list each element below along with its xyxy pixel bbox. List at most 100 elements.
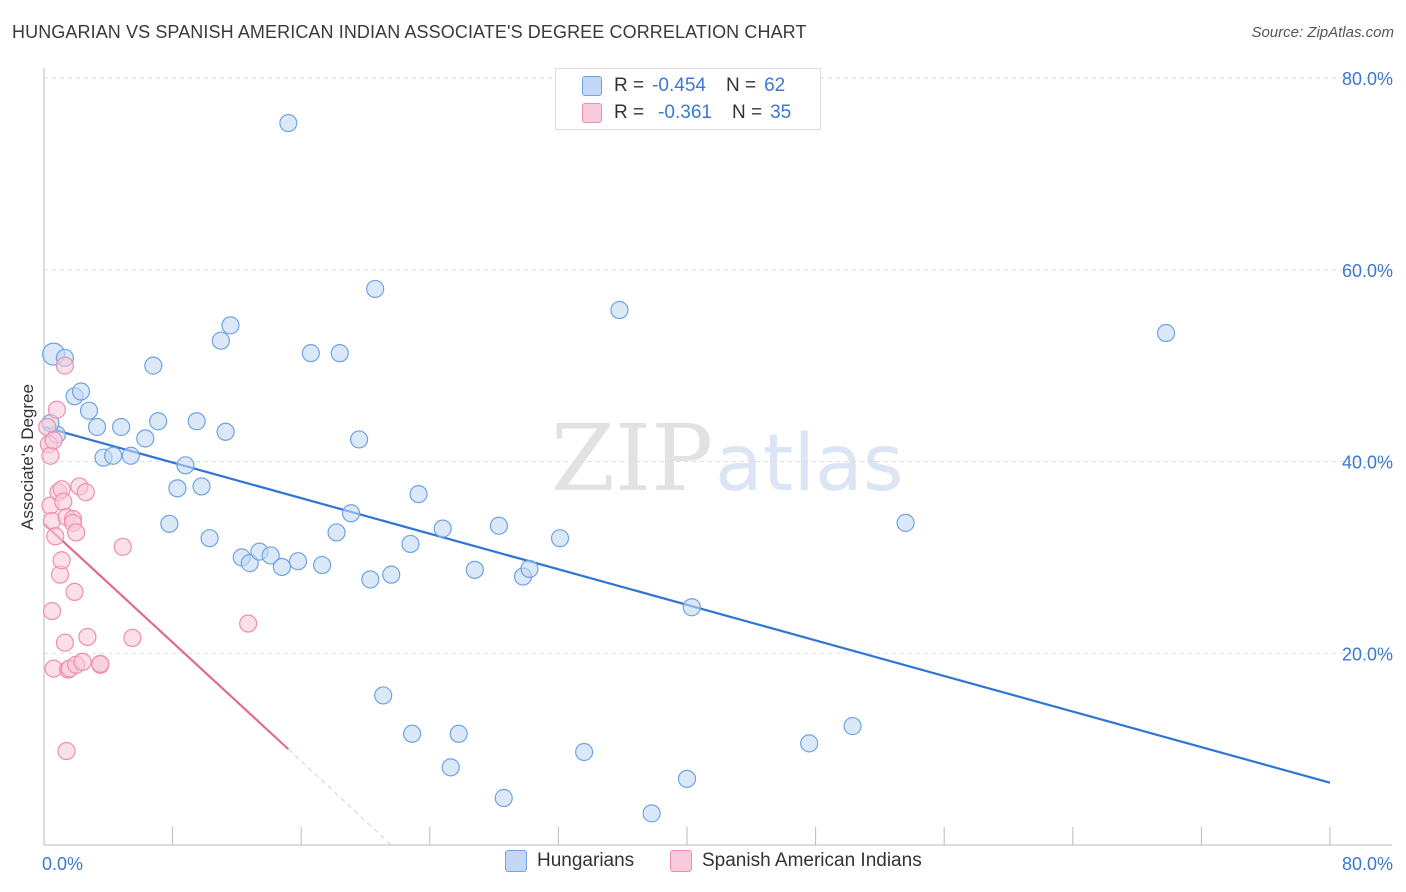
- legend-n-label: N =: [731, 102, 763, 123]
- data-point: [123, 628, 142, 648]
- data-point: [441, 758, 460, 777]
- legend-label-spanish-american-indians: Spanish American Indians: [702, 850, 922, 871]
- legend-n-value-hungarians: 62: [764, 75, 786, 96]
- data-point: [349, 430, 369, 449]
- chart-title: HUNGARIAN VS SPANISH AMERICAN INDIAN ASS…: [12, 22, 807, 42]
- data-point: [301, 344, 320, 363]
- data-point: [433, 519, 452, 538]
- data-point: [465, 560, 484, 579]
- data-point: [341, 504, 361, 523]
- data-point: [52, 551, 71, 570]
- data-point: [57, 741, 76, 761]
- legend-item-spanish-american-indians: Spanish American Indians: [670, 850, 922, 872]
- data-point: [330, 344, 349, 363]
- data-point: [149, 412, 168, 431]
- data-point: [382, 565, 401, 584]
- legend-row-spanish-american-indians: R = -0.361 N = 35: [582, 101, 791, 125]
- data-point: [494, 788, 513, 808]
- legend-n-label: N =: [725, 75, 757, 96]
- y-axis-label: Associate's Degree: [18, 384, 37, 530]
- data-point: [610, 300, 629, 320]
- data-point: [55, 356, 74, 375]
- data-point: [843, 717, 862, 736]
- data-point: [160, 514, 179, 533]
- x-tick-label: 80.0%: [1342, 854, 1393, 874]
- stats-legend: R = -0.454 N = 62 R = -0.361 N = 35: [555, 68, 821, 130]
- legend-swatch-hungarians: [582, 76, 602, 96]
- data-point: [401, 534, 420, 554]
- data-point: [896, 513, 915, 532]
- data-point: [403, 724, 422, 743]
- data-point: [113, 537, 132, 556]
- data-point: [288, 552, 308, 571]
- data-point: [41, 446, 60, 465]
- legend-r-value-hungarians: -0.454: [652, 75, 706, 96]
- data-point: [78, 627, 97, 647]
- data-point: [489, 516, 509, 535]
- data-point: [91, 654, 110, 673]
- data-point: [176, 456, 195, 475]
- data-point: [239, 614, 258, 633]
- legend-item-hungarians: Hungarians: [505, 850, 634, 872]
- data-point: [327, 523, 346, 542]
- x-tick-label: 0.0%: [42, 854, 83, 874]
- data-point: [677, 769, 697, 788]
- series-legend: Hungarians Spanish American Indians: [0, 850, 1406, 878]
- data-point: [520, 559, 539, 578]
- legend-r-value-spanish-american-indians: -0.361: [658, 102, 712, 123]
- data-point: [192, 477, 211, 496]
- legend-swatch-hungarians: [505, 850, 527, 872]
- data-point: [144, 356, 163, 375]
- data-points: [38, 113, 1176, 823]
- trend-line-1: [43, 523, 290, 750]
- data-point: [550, 529, 570, 548]
- data-point: [73, 652, 92, 671]
- watermark: ZIP atlas: [551, 405, 904, 512]
- data-point: [136, 429, 155, 448]
- data-point: [47, 400, 66, 419]
- data-point: [1156, 323, 1176, 343]
- y-tick-label: 20.0%: [1342, 644, 1393, 664]
- data-point: [55, 633, 74, 652]
- data-point: [200, 529, 219, 548]
- y-tick-label: 40.0%: [1342, 453, 1393, 473]
- data-point: [79, 401, 99, 420]
- legend-r-label: R =: [614, 75, 645, 96]
- data-point: [44, 431, 63, 450]
- series-0-points: [41, 113, 1176, 823]
- data-point: [71, 382, 91, 401]
- data-point: [312, 555, 332, 575]
- legend-swatch-spanish-american-indians: [670, 850, 692, 872]
- watermark-zip: ZIP: [551, 405, 713, 512]
- legend-row-hungarians: R = -0.454 N = 62: [582, 74, 785, 98]
- y-tick-labels: 20.0% 40.0% 60.0% 80.0%: [1342, 69, 1393, 664]
- legend-r-label: R =: [614, 102, 645, 123]
- chart-source: Source: ZipAtlas.com: [1251, 24, 1394, 41]
- legend-label-hungarians: Hungarians: [537, 850, 635, 871]
- data-point: [361, 570, 380, 589]
- data-point: [221, 316, 240, 335]
- data-point: [374, 686, 393, 705]
- data-point: [575, 742, 594, 762]
- data-point: [211, 331, 230, 350]
- data-point: [366, 279, 385, 299]
- data-point: [682, 598, 701, 617]
- data-point: [121, 446, 140, 465]
- data-point: [279, 113, 298, 133]
- data-point: [449, 724, 468, 743]
- legend-swatch-spanish-american-indians: [582, 103, 602, 123]
- data-point: [46, 527, 65, 546]
- data-point: [87, 417, 107, 437]
- data-point: [42, 601, 62, 621]
- data-point: [67, 523, 86, 542]
- data-point: [409, 484, 428, 504]
- data-point: [216, 422, 235, 441]
- y-tick-label: 80.0%: [1342, 69, 1393, 89]
- x-tick-labels: 0.0% 80.0%: [42, 854, 1393, 874]
- trend-extension-1: [287, 748, 392, 846]
- data-point: [800, 734, 819, 753]
- data-point: [168, 479, 187, 498]
- series-1-points: [38, 356, 258, 761]
- watermark-atlas: atlas: [715, 419, 904, 509]
